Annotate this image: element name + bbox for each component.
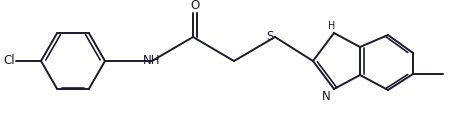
Text: H: H	[328, 21, 335, 31]
Text: O: O	[191, 0, 200, 12]
Text: Cl: Cl	[3, 54, 15, 68]
Text: NH: NH	[143, 54, 161, 68]
Text: N: N	[322, 90, 330, 103]
Text: S: S	[266, 30, 273, 43]
